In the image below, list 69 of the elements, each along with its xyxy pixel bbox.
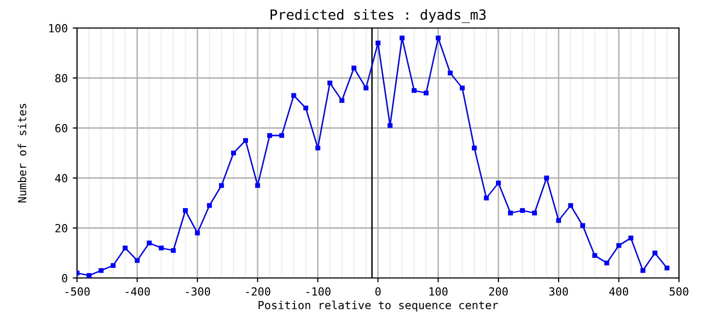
x-tick-label: -500 [66, 287, 90, 296]
point [207, 203, 212, 208]
point [508, 210, 513, 216]
point [520, 208, 525, 213]
point [219, 183, 224, 188]
point [98, 268, 104, 273]
x-tick-label: 100 [430, 287, 448, 296]
point [291, 93, 296, 98]
point [388, 123, 392, 128]
point [652, 250, 658, 256]
point [604, 260, 610, 266]
y-tick-label: 20 [55, 224, 68, 232]
point [86, 273, 92, 278]
y-tick-label: 100 [49, 24, 68, 32]
point [158, 246, 164, 250]
point [532, 210, 537, 216]
point [327, 80, 332, 86]
point [351, 66, 356, 70]
point [436, 36, 441, 40]
point [424, 90, 429, 96]
y-axis-title: Number of sites [18, 104, 26, 202]
point [472, 146, 477, 150]
point [544, 176, 549, 180]
x-tick-label: -200 [246, 287, 270, 296]
x-tick-label: 200 [489, 287, 508, 296]
point [628, 236, 634, 240]
y-tick-label: 80 [55, 74, 68, 82]
point [664, 266, 670, 270]
chart-title: Predicted sites : dyads_m3 [270, 9, 486, 23]
point [267, 133, 272, 138]
point [303, 106, 308, 110]
point [556, 218, 562, 223]
point [640, 268, 646, 273]
point [400, 36, 405, 40]
point [364, 86, 368, 90]
point [496, 180, 501, 186]
point [376, 40, 380, 46]
point [255, 183, 260, 188]
x-tick-label: -300 [186, 287, 210, 296]
x-axis-title: Position relative to sequence center [258, 300, 498, 312]
point [194, 230, 200, 236]
x-tick-label: 0 [375, 287, 381, 296]
point [243, 138, 248, 143]
point [460, 86, 465, 90]
x-tick-label: -400 [126, 287, 150, 296]
x-tick-label: 300 [549, 287, 568, 296]
point [616, 243, 622, 248]
x-tick-label: 500 [670, 287, 688, 296]
y-tick-label: 60 [55, 124, 68, 132]
y-tick-label: 40 [55, 174, 68, 182]
point [315, 146, 320, 150]
point [134, 258, 140, 263]
point [122, 246, 128, 250]
point [170, 248, 176, 253]
point [231, 150, 236, 156]
point [448, 70, 453, 76]
point [339, 98, 344, 103]
point [279, 133, 284, 138]
x-tick-label: -100 [306, 287, 330, 296]
point [182, 208, 188, 213]
y-tick-label: 0 [62, 274, 68, 282]
point [484, 196, 489, 200]
x-tick-label: 400 [609, 287, 628, 296]
point [146, 240, 152, 246]
point [592, 253, 598, 258]
point [412, 88, 417, 93]
point [580, 223, 586, 228]
point [568, 203, 574, 208]
point [110, 263, 116, 268]
